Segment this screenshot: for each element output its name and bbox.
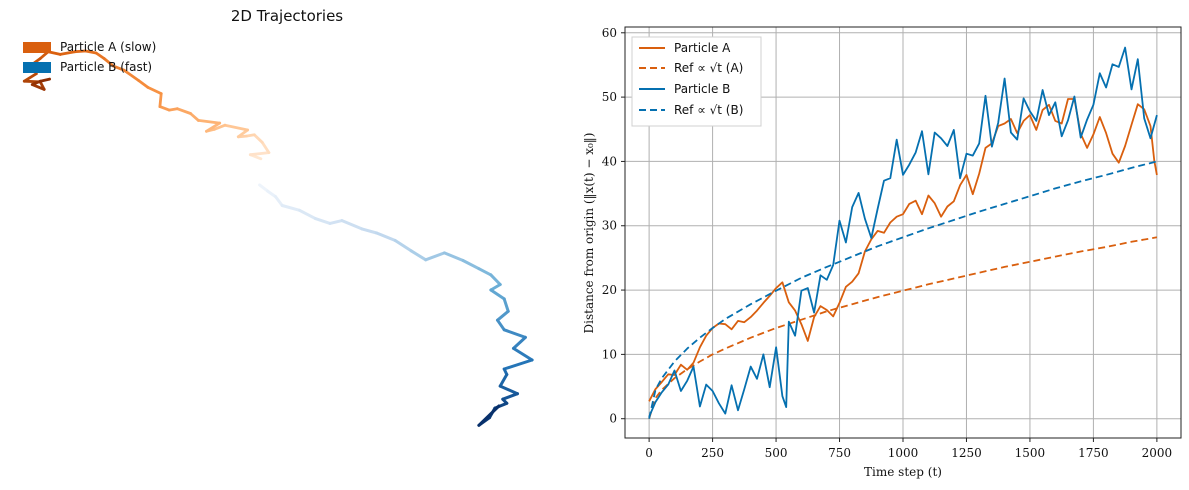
x-tick-label: 2000 [1142,446,1173,460]
trajectory-segment [502,328,527,339]
y-tick-label: 10 [602,347,617,361]
x-tick-label: 1250 [951,446,982,460]
y-tick-label: 40 [602,154,617,168]
distance-legend-b-label: Particle B [674,82,730,96]
trajectory-segment [313,217,332,225]
trajectory-segment [84,49,98,55]
trajectory-segment [175,107,192,115]
trajectory-segment [102,57,115,68]
trajectory-segment [298,208,317,221]
distance-series-line [648,236,1158,419]
trajectory-segment [248,151,271,157]
y-tick-label: 0 [609,412,617,426]
distance-legend-ref-b-label: Ref ∝ √t (B) [674,103,743,117]
trajectory-segment [496,318,506,332]
trajectory-segment [266,189,277,199]
legend-swatch-b [23,62,51,73]
trajectory-segment [393,239,413,253]
trajectory-segment [158,105,171,112]
x-tick-label: 1750 [1078,446,1109,460]
distance-panel: 0 250 500 750 1000 1250 1500 1750 2000 0 10 20 30 40 5… [582,26,1182,479]
trajectory-segment [236,128,250,139]
trajectory-segment [496,309,510,322]
trajectory-segment [204,121,222,133]
x-tick-label: 1500 [1015,446,1046,460]
distance-lines [648,46,1158,419]
distance-series-line [648,46,1158,418]
trajectory-segment [212,123,227,131]
legend-label-b: Particle B (fast) [60,60,152,74]
trajectory-segment [280,204,301,212]
trajectory-segment [94,51,106,60]
trajectory-segment [424,251,446,262]
trajectory-segment [137,79,150,89]
trajectory-segment [189,112,200,122]
trajectory-segment [512,346,534,362]
trajectory-segment [73,49,87,54]
trajectory-segment [30,79,42,86]
distance-series-line [648,160,1158,419]
trajectory-lines [22,49,534,427]
trajectory-segment [502,358,534,371]
trajectory-segment [442,251,465,262]
trajectory-segment [512,335,527,350]
trajectory-segment [274,195,284,207]
legend-swatch-a [23,42,51,53]
trajectory-segment [196,119,222,125]
y-tick-label: 30 [602,219,617,233]
trajectory-panel: 2D Trajectories Particle A (slow) Partic… [22,7,534,427]
distance-legend-ref-a-label: Ref ∝ √t (A) [674,61,743,75]
trajectory-title: 2D Trajectories [231,7,343,25]
distance-x-label: Time step (t) [864,465,942,479]
trajectory-segment [498,373,509,388]
trajectory-segment [477,267,493,277]
trajectory-segment [502,297,510,313]
distance-ticks: 0 250 500 750 1000 1250 1500 1750 2000 0 10 20 30 40 5… [602,26,1172,460]
y-tick-label: 20 [602,283,617,297]
trajectory-legend: Particle A (slow) Particle B (fast) [23,40,156,74]
trajectory-segment [360,227,379,235]
distance-legend: Particle A Ref ∝ √t (A) Particle B Ref ∝… [631,36,762,127]
x-tick-label: 500 [765,446,788,460]
legend-label-a: Particle A (slow) [60,40,156,54]
x-tick-label: 250 [701,446,724,460]
x-tick-label: 750 [828,446,851,460]
trajectory-segment [489,288,506,301]
trajectory-segment [489,283,502,292]
distance-grid [625,27,1181,438]
y-tick-label: 50 [602,90,617,104]
trajectory-segment [122,68,141,82]
trajectory-segment [340,219,364,231]
trajectory-segment [258,183,270,193]
trajectory-segment [223,123,250,132]
trajectory-segment [112,64,126,72]
distance-legend-box [631,36,762,127]
distance-y-label: Distance from origin (‖x(t) − x₀‖) [582,133,596,334]
x-tick-label: 1000 [888,446,919,460]
distance-legend-a-label: Particle A [674,41,731,55]
trajectory-segment [158,92,163,108]
trajectory-segment [146,86,163,95]
x-tick-label: 0 [645,446,653,460]
y-tick-label: 60 [602,26,617,40]
trajectory-segment [30,83,46,91]
trajectory-segment [501,392,519,401]
trajectory-segment [498,384,519,396]
trajectory-segment [260,140,271,155]
trajectory-segment [252,133,264,144]
trajectory-segment [328,219,344,225]
trajectory-segment [409,249,428,262]
trajectory-segment [489,273,502,286]
trajectory-segment [477,404,501,427]
trajectory-segment [461,259,481,271]
trajectory-segment [38,77,51,83]
trajectory-segment [58,50,77,56]
trajectory-segment [375,231,397,242]
